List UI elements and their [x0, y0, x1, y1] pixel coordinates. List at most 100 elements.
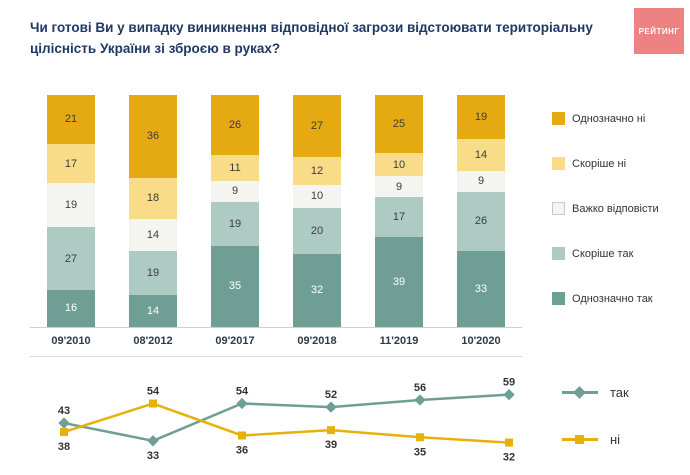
- line-marker: [60, 427, 68, 436]
- bar-legend: Однозначно ні Скоріше ні Важко відповісти С…: [552, 112, 659, 337]
- rating-logo-text: РЕЙТИНГ: [638, 26, 680, 36]
- legend-color-swatch: [552, 157, 565, 170]
- bar-segment: 26: [211, 95, 259, 156]
- bar-segment: 35: [211, 245, 259, 327]
- bar-column: 33 26 9 14 19: [457, 95, 505, 327]
- bar-category-label: 09'2017: [215, 335, 255, 347]
- bar-segment: 16: [47, 289, 95, 327]
- bar-column: 14 19 14 18 36: [129, 95, 177, 327]
- bar-segment: 27: [47, 227, 95, 290]
- line-value-label: 38: [58, 441, 70, 453]
- line-marker: [147, 435, 159, 447]
- legend-label: Скоріше ні: [572, 157, 627, 170]
- bar-segment: 25: [375, 95, 423, 154]
- rating-group-logo: РЕЙТИНГ: [634, 8, 684, 54]
- bar-category-label: 10'2020: [461, 335, 501, 347]
- line-legend: так ні: [562, 385, 629, 475]
- square-line-marker-icon: [562, 433, 598, 446]
- line-value-label: 32: [503, 452, 515, 464]
- line-legend-item: ні: [562, 432, 629, 447]
- bar-category-label: 11'2019: [379, 335, 419, 347]
- legend-label: Скоріше так: [572, 247, 634, 260]
- line-marker: [58, 417, 70, 429]
- line-value-label: 54: [147, 386, 160, 398]
- bar-segment: 21: [47, 95, 95, 144]
- legend-item: Однозначно так: [552, 292, 659, 305]
- bar-column: 32 20 10 12 27: [293, 95, 341, 327]
- bar-segment: 19: [457, 95, 505, 139]
- line-value-label: 43: [58, 405, 70, 417]
- line-value-label: 52: [325, 389, 337, 401]
- bar-segment: 17: [47, 143, 95, 184]
- line-marker: [238, 431, 246, 440]
- bar-segment: 19: [129, 251, 177, 295]
- bar-column: 16 27 19 17 21: [47, 95, 95, 327]
- bar-segment: 18: [129, 177, 177, 220]
- line-marker: [236, 397, 248, 410]
- bar-category-label: 09'2010: [51, 335, 91, 347]
- line-legend-label: так: [610, 385, 629, 400]
- bar-grid: 16 27 19 17 21 14 19 14 18 36 35 19 9 11 26 32 20 10 12 27 3…: [30, 95, 522, 328]
- bar-segment: 10: [293, 184, 341, 208]
- line-legend-label: ні: [610, 432, 621, 447]
- legend-label: Однозначно ні: [572, 112, 646, 125]
- line-series-ні: 38 54 36 39 35 32: [58, 386, 515, 464]
- bar-segment: 10: [375, 153, 423, 177]
- line-value-label: 56: [414, 382, 426, 394]
- bar-segment: 26: [457, 191, 505, 252]
- line-value-label: 39: [325, 439, 337, 451]
- legend-color-swatch: [552, 112, 565, 125]
- bar-segment: 12: [293, 157, 341, 185]
- line-marker: [414, 394, 426, 406]
- bar-segment: 39: [375, 236, 423, 327]
- bar-segment: 19: [211, 201, 259, 246]
- line-value-label: 59: [503, 377, 515, 389]
- line-value-label: 36: [236, 444, 248, 456]
- legend-color-swatch: [552, 247, 565, 260]
- legend-item: Скоріше так: [552, 247, 659, 260]
- legend-label: Однозначно так: [572, 292, 653, 305]
- bar-segment: 9: [457, 170, 505, 192]
- line-marker: [327, 426, 335, 435]
- line-marker: [149, 399, 157, 408]
- bar-segment: 33: [457, 251, 505, 327]
- bar-column: 35 19 9 11 26: [211, 95, 259, 327]
- bar-segment: 36: [129, 95, 177, 178]
- line-chart-svg: 43 33 54 52 56 59 38 54 36 39 35 32: [58, 377, 515, 464]
- bar-segment: 11: [211, 155, 259, 181]
- legend-color-swatch: [552, 292, 565, 305]
- bar-column: 39 17 9 10 25: [375, 95, 423, 327]
- page-title: Чи готові Ви у випадку виникнення відпов…: [30, 20, 593, 56]
- bar-category-label: 09'2018: [297, 335, 337, 347]
- bar-segment: 20: [293, 207, 341, 254]
- line-marker: [325, 401, 337, 413]
- stacked-bar-chart: 16 27 19 17 21 14 19 14 18 36 35 19 9 11 26 32 20 10 12 27 3…: [30, 95, 522, 357]
- bar-segment: 27: [293, 95, 341, 158]
- line-value-label: 33: [147, 450, 159, 462]
- trend-line-chart: 43 33 54 52 56 59 38 54 36 39 35 32: [32, 368, 537, 475]
- line-marker: [503, 388, 515, 401]
- line-series-так: 43 33 54 52 56 59: [58, 377, 515, 462]
- diamond-line-marker-icon: [562, 386, 598, 399]
- legend-color-swatch: [552, 202, 565, 215]
- bar-segment: 32: [293, 253, 341, 327]
- legend-label: Важко відповісти: [572, 202, 659, 215]
- bar-segment: 19: [47, 183, 95, 228]
- line-marker: [505, 438, 513, 447]
- legend-item: Скоріше ні: [552, 157, 659, 170]
- legend-item: Однозначно ні: [552, 112, 659, 125]
- legend-item: Важко відповісти: [552, 202, 659, 215]
- bar-segment: 14: [129, 219, 177, 252]
- bar-segment: 17: [375, 197, 423, 237]
- line-value-label: 54: [236, 386, 249, 398]
- bar-segment: 9: [211, 180, 259, 202]
- line-legend-item: так: [562, 385, 629, 400]
- bar-segment: 14: [129, 294, 177, 327]
- line-marker: [416, 433, 424, 442]
- line-value-label: 35: [414, 446, 426, 458]
- bar-category-labels: 09'2010 08'2012 09'2017 09'2018 11'2019 10'20…: [30, 328, 522, 357]
- bar-segment: 14: [457, 138, 505, 171]
- bar-category-label: 08'2012: [133, 335, 173, 347]
- bar-segment: 9: [375, 176, 423, 198]
